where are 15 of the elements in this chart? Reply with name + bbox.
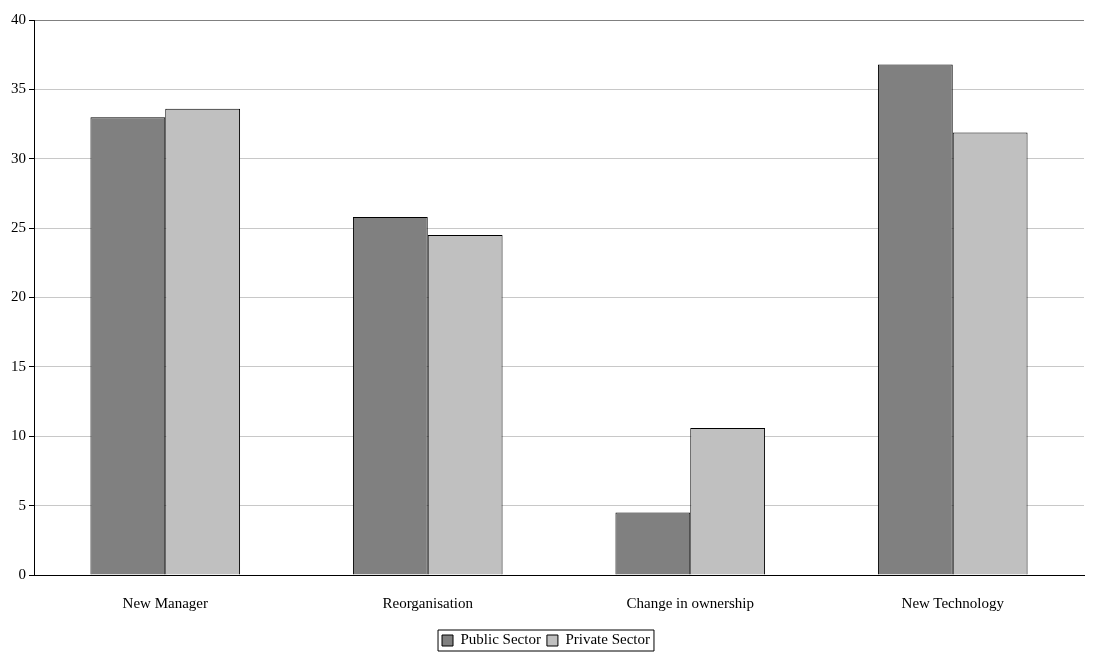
legend-label: Private Sector bbox=[565, 631, 650, 648]
y-tick-label: 25 bbox=[11, 219, 26, 236]
x-tick-label: New Technology bbox=[901, 594, 1005, 611]
y-tick-label: 30 bbox=[11, 149, 26, 166]
y-tick-label: 40 bbox=[11, 10, 26, 27]
x-tick-label: Reorganisation bbox=[382, 594, 474, 611]
y-tick-label: 15 bbox=[11, 357, 26, 374]
y-tick-label: 35 bbox=[11, 80, 26, 97]
y-tick-label: 5 bbox=[18, 496, 26, 513]
x-tick-label: Change in ownership bbox=[626, 594, 754, 611]
x-tick-label: New Manager bbox=[122, 594, 208, 611]
legend-label: Public Sector bbox=[460, 631, 541, 648]
y-tick-label: 10 bbox=[11, 427, 26, 444]
y-tick-label: 0 bbox=[18, 565, 26, 582]
y-tick-label: 20 bbox=[11, 288, 26, 305]
